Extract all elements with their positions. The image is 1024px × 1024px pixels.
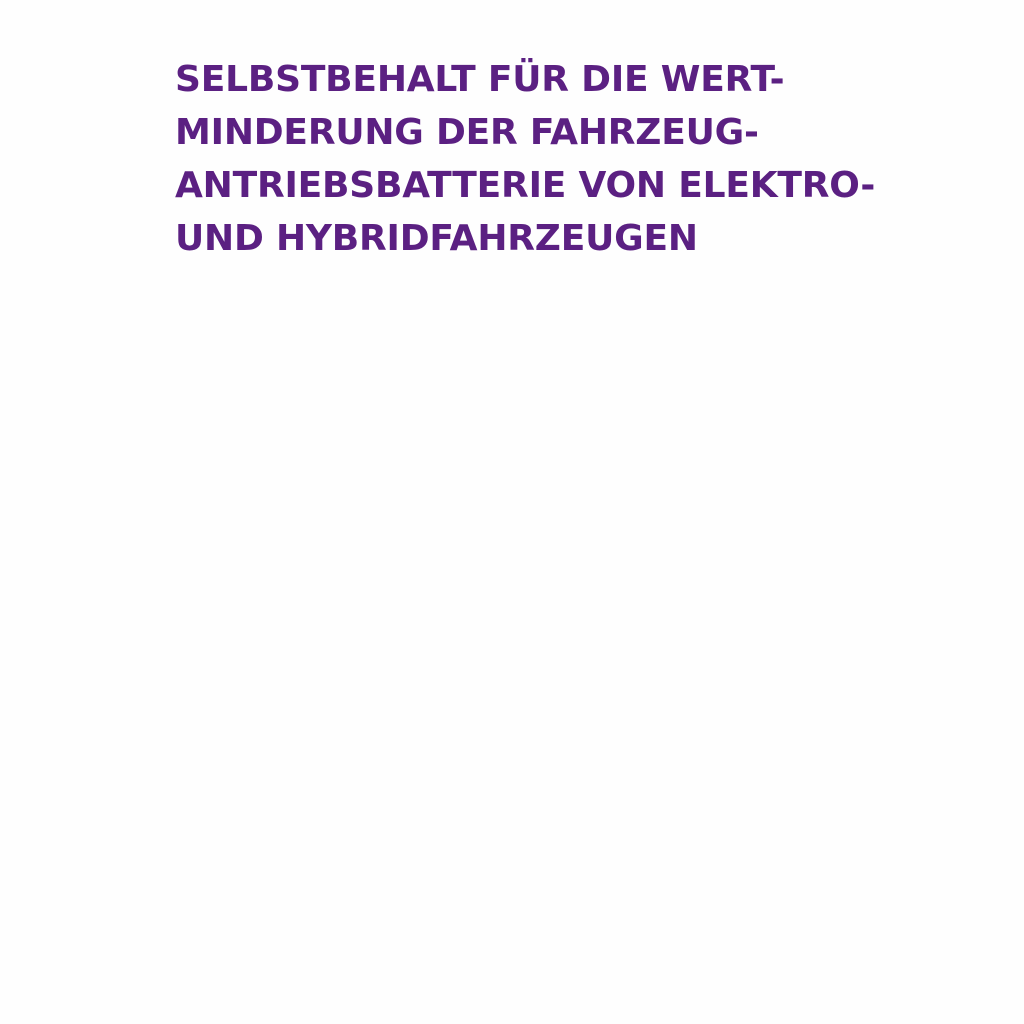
- page-title: SELBSTBEHALT FÜR DIE WERT- MINDERUNG DER…: [175, 53, 875, 265]
- title-line-4: UND HYBRIDFAHRZEUGEN: [175, 218, 698, 259]
- title-line-3: ANTRIEBSBATTERIE VON ELEKTRO-: [175, 165, 876, 206]
- title-line-2: MINDERUNG DER FAHRZEUG-: [175, 112, 759, 153]
- title-line-1: SELBSTBEHALT FÜR DIE WERT-: [175, 59, 785, 100]
